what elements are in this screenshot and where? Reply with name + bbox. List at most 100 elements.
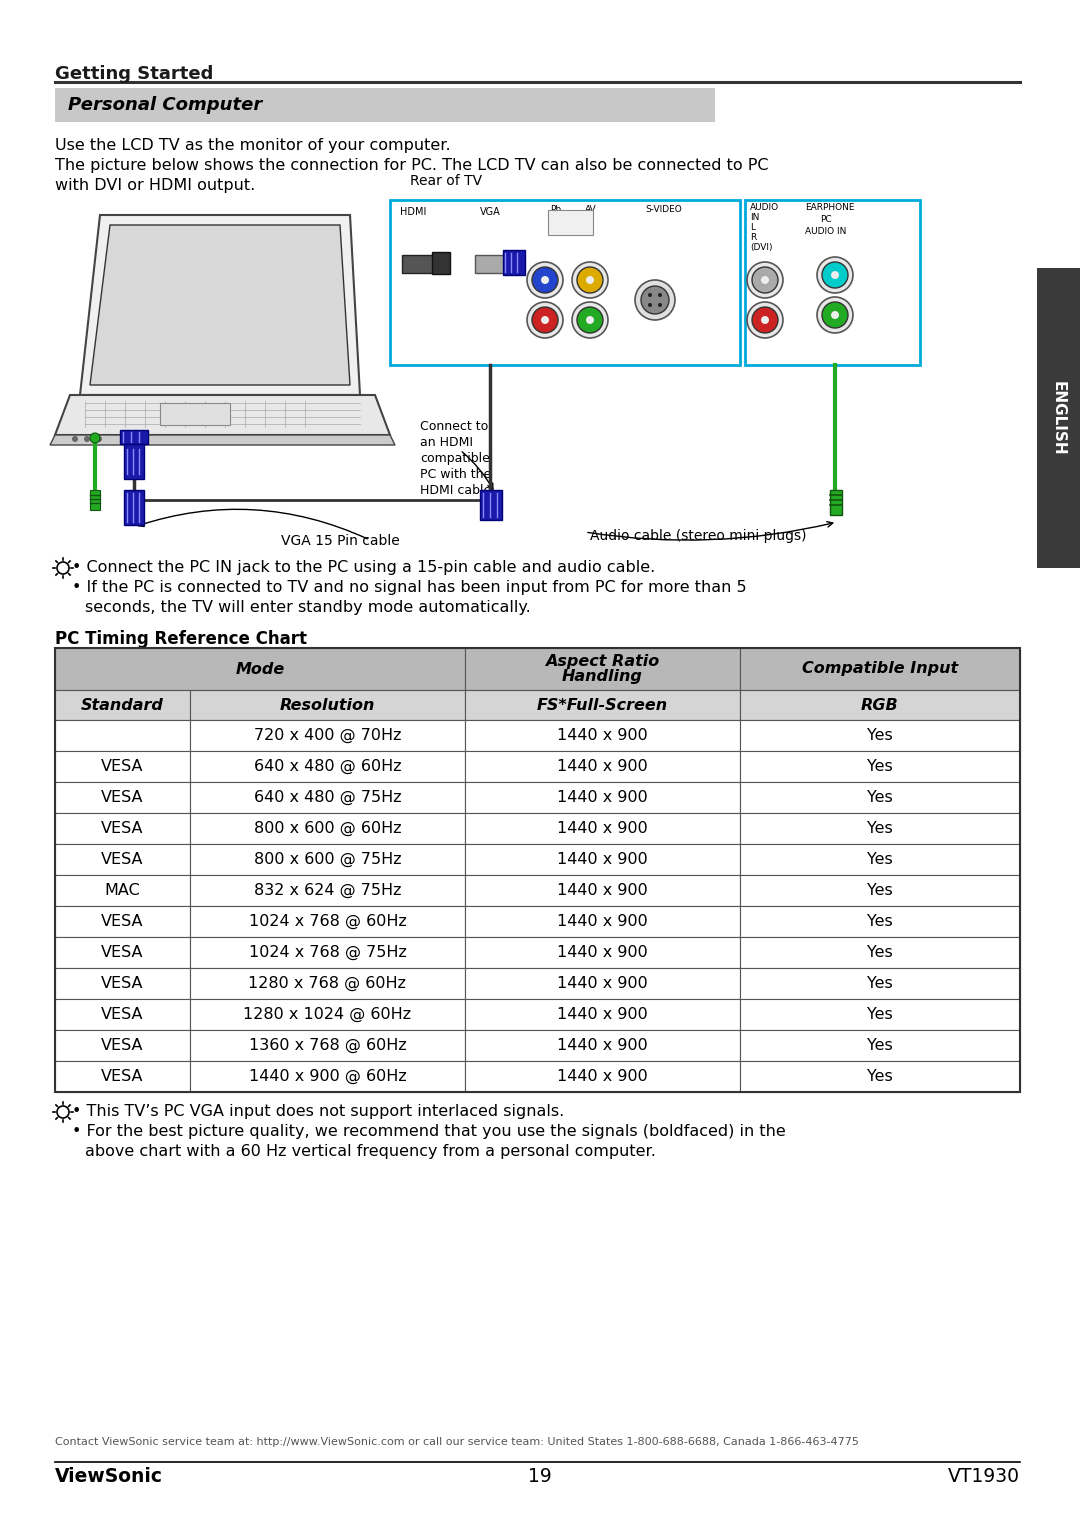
- Circle shape: [642, 286, 669, 315]
- Text: compatible: compatible: [420, 452, 490, 466]
- FancyBboxPatch shape: [831, 490, 842, 515]
- Text: ENGLISH: ENGLISH: [1051, 380, 1066, 455]
- Text: AUDIO IN: AUDIO IN: [805, 228, 847, 237]
- Text: seconds, the TV will enter standby mode automatically.: seconds, the TV will enter standby mode …: [85, 600, 530, 615]
- Text: Mode: Mode: [235, 661, 285, 676]
- Text: 640 x 480 @ 60Hz: 640 x 480 @ 60Hz: [254, 759, 402, 774]
- Text: R: R: [750, 234, 756, 241]
- Circle shape: [747, 263, 783, 298]
- Text: VESA: VESA: [102, 1038, 144, 1054]
- Circle shape: [761, 316, 769, 324]
- Circle shape: [527, 263, 563, 298]
- Text: 640 x 480 @ 75Hz: 640 x 480 @ 75Hz: [254, 789, 402, 805]
- Text: The picture below shows the connection for PC. The LCD TV can also be connected : The picture below shows the connection f…: [55, 157, 769, 173]
- Text: VGA: VGA: [480, 208, 501, 217]
- Circle shape: [747, 302, 783, 337]
- FancyBboxPatch shape: [55, 875, 190, 906]
- FancyBboxPatch shape: [55, 844, 190, 875]
- FancyBboxPatch shape: [740, 1031, 1020, 1061]
- Text: 1440 x 900: 1440 x 900: [557, 789, 648, 805]
- Circle shape: [648, 302, 652, 307]
- Circle shape: [752, 307, 778, 333]
- Text: an HDMI: an HDMI: [420, 437, 473, 449]
- Text: Yes: Yes: [867, 789, 893, 805]
- Circle shape: [572, 302, 608, 337]
- FancyBboxPatch shape: [190, 690, 465, 721]
- Text: AUDIO: AUDIO: [750, 203, 779, 212]
- FancyBboxPatch shape: [55, 999, 190, 1031]
- Text: 1440 x 900: 1440 x 900: [557, 852, 648, 867]
- Circle shape: [761, 276, 769, 284]
- FancyBboxPatch shape: [124, 490, 144, 525]
- FancyBboxPatch shape: [190, 1061, 465, 1092]
- Text: Audio cable (stereo mini plugs): Audio cable (stereo mini plugs): [590, 528, 807, 544]
- Circle shape: [532, 307, 558, 333]
- Text: 1440 x 900: 1440 x 900: [557, 945, 648, 960]
- FancyBboxPatch shape: [740, 968, 1020, 999]
- Circle shape: [541, 276, 549, 284]
- FancyBboxPatch shape: [55, 1061, 190, 1092]
- FancyBboxPatch shape: [90, 490, 100, 510]
- FancyBboxPatch shape: [1037, 269, 1080, 568]
- FancyBboxPatch shape: [465, 844, 740, 875]
- FancyBboxPatch shape: [55, 906, 190, 938]
- Text: 1440 x 900: 1440 x 900: [557, 915, 648, 928]
- Text: 1280 x 768 @ 60Hz: 1280 x 768 @ 60Hz: [248, 976, 406, 991]
- Text: VESA: VESA: [102, 852, 144, 867]
- Text: 1024 x 768 @ 75Hz: 1024 x 768 @ 75Hz: [248, 945, 406, 960]
- FancyBboxPatch shape: [740, 647, 1020, 690]
- Circle shape: [532, 267, 558, 293]
- Text: Standard: Standard: [81, 698, 164, 713]
- Text: VESA: VESA: [102, 945, 144, 960]
- FancyBboxPatch shape: [120, 431, 148, 444]
- Text: RGB: RGB: [861, 698, 899, 713]
- Text: S-VIDEO: S-VIDEO: [645, 205, 681, 214]
- Text: 1024 x 768 @ 60Hz: 1024 x 768 @ 60Hz: [248, 913, 406, 928]
- Text: 720 x 400 @ 70Hz: 720 x 400 @ 70Hz: [254, 728, 402, 744]
- Text: FS*Full-Screen: FS*Full-Screen: [537, 698, 669, 713]
- Text: VESA: VESA: [102, 789, 144, 805]
- Text: • If the PC is connected to TV and no signal has been input from PC for more tha: • If the PC is connected to TV and no si…: [72, 580, 746, 596]
- Circle shape: [527, 302, 563, 337]
- Circle shape: [90, 434, 100, 443]
- FancyBboxPatch shape: [190, 906, 465, 938]
- FancyBboxPatch shape: [465, 1061, 740, 1092]
- FancyBboxPatch shape: [160, 403, 230, 425]
- FancyBboxPatch shape: [480, 490, 502, 521]
- FancyBboxPatch shape: [55, 812, 190, 844]
- FancyBboxPatch shape: [740, 938, 1020, 968]
- Text: (DVI): (DVI): [750, 243, 772, 252]
- FancyBboxPatch shape: [740, 906, 1020, 938]
- Text: Yes: Yes: [867, 728, 893, 744]
- Text: 1440 x 900: 1440 x 900: [557, 728, 648, 744]
- FancyBboxPatch shape: [503, 250, 525, 275]
- Text: Yes: Yes: [867, 852, 893, 867]
- FancyBboxPatch shape: [55, 721, 190, 751]
- Text: 1440 x 900: 1440 x 900: [557, 1069, 648, 1084]
- Text: VT1930: VT1930: [948, 1467, 1020, 1486]
- Text: Compatible Input: Compatible Input: [802, 661, 958, 676]
- Polygon shape: [90, 224, 350, 385]
- FancyBboxPatch shape: [55, 647, 465, 690]
- Circle shape: [816, 257, 853, 293]
- Text: Yes: Yes: [867, 883, 893, 898]
- FancyBboxPatch shape: [190, 1031, 465, 1061]
- FancyBboxPatch shape: [402, 255, 434, 273]
- FancyBboxPatch shape: [55, 968, 190, 999]
- Text: 1280 x 1024 @ 60Hz: 1280 x 1024 @ 60Hz: [243, 1006, 411, 1022]
- Text: Resolution: Resolution: [280, 698, 375, 713]
- Text: Connect to: Connect to: [420, 420, 488, 434]
- FancyBboxPatch shape: [124, 444, 144, 479]
- Circle shape: [658, 302, 662, 307]
- FancyBboxPatch shape: [740, 999, 1020, 1031]
- Text: ViewSonic: ViewSonic: [55, 1467, 163, 1486]
- Text: AV: AV: [585, 205, 596, 214]
- FancyBboxPatch shape: [190, 812, 465, 844]
- Text: Use the LCD TV as the monitor of your computer.: Use the LCD TV as the monitor of your co…: [55, 137, 450, 153]
- FancyBboxPatch shape: [740, 721, 1020, 751]
- FancyBboxPatch shape: [55, 938, 190, 968]
- FancyBboxPatch shape: [390, 200, 740, 365]
- Text: Yes: Yes: [867, 976, 893, 991]
- Text: VESA: VESA: [102, 759, 144, 774]
- Circle shape: [658, 293, 662, 296]
